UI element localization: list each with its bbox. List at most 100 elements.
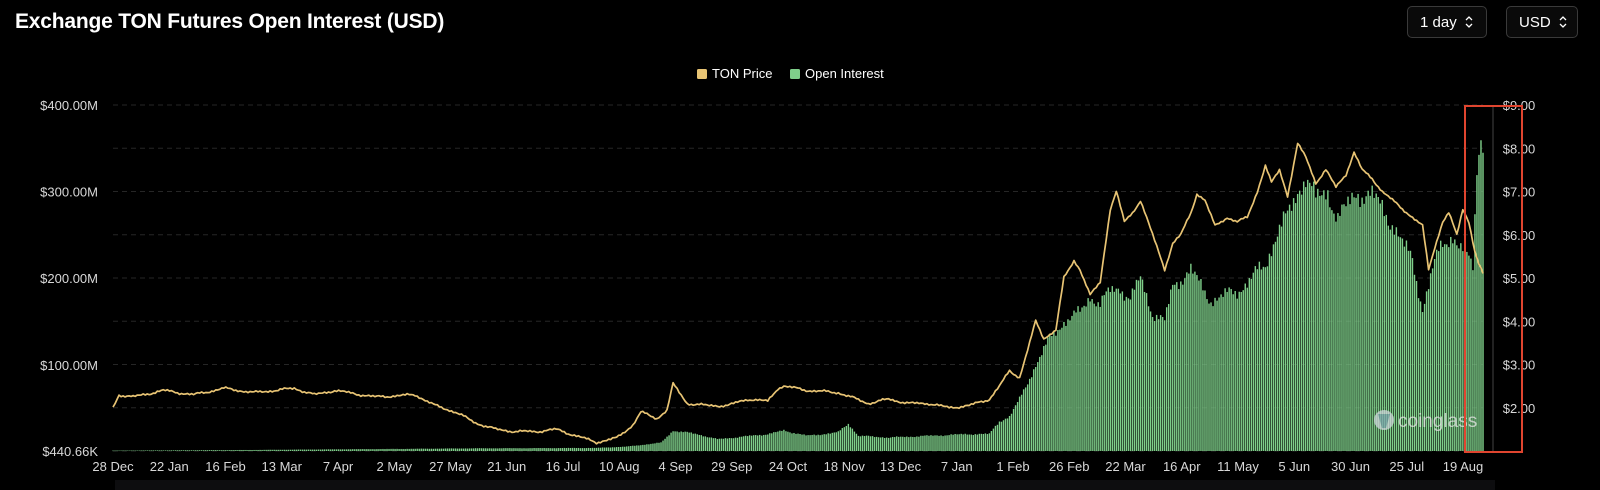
right-axis-tick-label: $6.00 bbox=[1503, 228, 1536, 243]
open-interest-bar bbox=[724, 438, 727, 451]
open-interest-bar bbox=[750, 435, 753, 451]
open-interest-bar bbox=[642, 444, 644, 451]
open-interest-bar bbox=[1282, 211, 1285, 451]
open-interest-bar bbox=[662, 440, 664, 451]
open-interest-bar bbox=[853, 431, 856, 451]
open-interest-bar bbox=[1474, 214, 1476, 451]
left-axis-tick-label: $100.00M bbox=[40, 358, 98, 373]
open-interest-bar bbox=[215, 450, 217, 451]
open-interest-bar bbox=[1284, 213, 1287, 451]
open-interest-bar bbox=[1335, 221, 1337, 451]
open-interest-bar bbox=[690, 432, 692, 451]
x-axis-tick-label: 7 Apr bbox=[323, 459, 354, 474]
open-interest-bar bbox=[906, 436, 908, 451]
open-interest-bar bbox=[1143, 291, 1146, 451]
open-interest-bar bbox=[287, 449, 289, 451]
right-axis-tick-label: $4.00 bbox=[1503, 314, 1536, 329]
open-interest-bar bbox=[297, 449, 300, 451]
open-interest-bar bbox=[1262, 266, 1265, 451]
open-interest-bar bbox=[480, 448, 483, 451]
open-interest-bar bbox=[630, 446, 632, 451]
open-interest-bar bbox=[869, 436, 872, 451]
currency-select[interactable]: USD bbox=[1506, 6, 1578, 38]
open-interest-bar bbox=[652, 443, 654, 451]
open-interest-bar bbox=[1385, 214, 1387, 451]
open-interest-bar bbox=[382, 448, 384, 451]
open-interest-bar bbox=[1387, 225, 1390, 451]
open-interest-bar bbox=[567, 447, 570, 451]
open-interest-bar bbox=[1131, 288, 1134, 451]
open-interest-bar bbox=[1002, 420, 1005, 451]
open-interest-bar bbox=[1184, 278, 1186, 451]
x-axis-tick-label: 29 Sep bbox=[711, 459, 752, 474]
open-interest-bar bbox=[668, 435, 670, 451]
open-interest-bar bbox=[926, 435, 928, 451]
range-scrollbar[interactable] bbox=[115, 480, 1495, 490]
open-interest-bar bbox=[1188, 273, 1190, 451]
open-interest-bar bbox=[190, 450, 193, 451]
open-interest-bar bbox=[428, 448, 431, 451]
open-interest-bar bbox=[765, 434, 767, 451]
open-interest-bar bbox=[940, 435, 942, 451]
open-interest-bar bbox=[571, 447, 574, 451]
open-interest-bar bbox=[801, 434, 803, 451]
open-interest-bar bbox=[1133, 289, 1136, 451]
open-interest-bar bbox=[613, 447, 616, 451]
open-interest-bar bbox=[783, 429, 785, 451]
open-interest-bar bbox=[460, 448, 463, 451]
open-interest-bar bbox=[1051, 336, 1053, 451]
open-interest-bar bbox=[887, 437, 890, 451]
open-interest-bar bbox=[636, 445, 638, 451]
period-select[interactable]: 1 day bbox=[1407, 6, 1487, 38]
open-interest-bar bbox=[426, 448, 428, 451]
open-interest-bar bbox=[1161, 317, 1164, 451]
open-interest-bar bbox=[466, 448, 469, 451]
open-interest-bar bbox=[634, 445, 636, 451]
open-interest-bar bbox=[235, 450, 237, 451]
open-interest-bar bbox=[1377, 197, 1379, 451]
open-interest-bar bbox=[589, 448, 592, 451]
open-interest-bar bbox=[771, 433, 773, 451]
open-interest-bar bbox=[339, 449, 342, 451]
open-interest-bar bbox=[1397, 236, 1400, 451]
open-interest-bar bbox=[922, 435, 924, 451]
open-interest-bar bbox=[1192, 273, 1194, 451]
open-interest-bar bbox=[483, 448, 485, 451]
open-interest-bar bbox=[1226, 291, 1228, 451]
x-axis-tick-label: 18 Nov bbox=[824, 459, 866, 474]
right-axis-tick-label: $3.00 bbox=[1503, 358, 1536, 373]
open-interest-bar bbox=[231, 450, 233, 451]
open-interest-bar bbox=[1458, 248, 1460, 451]
open-interest-bar bbox=[213, 450, 215, 451]
open-interest-bar bbox=[1107, 287, 1109, 451]
open-interest-bar bbox=[678, 432, 680, 451]
ton-price-line bbox=[112, 142, 1484, 445]
open-interest-bar bbox=[575, 448, 578, 451]
open-interest-bar bbox=[317, 449, 320, 451]
open-interest-bar bbox=[1409, 250, 1412, 451]
open-interest-bar bbox=[1165, 307, 1168, 451]
open-interest-bar bbox=[120, 450, 122, 452]
open-interest-bar bbox=[1218, 297, 1220, 451]
open-interest-bar bbox=[1119, 293, 1122, 451]
open-interest-bar bbox=[984, 433, 987, 451]
x-axis-tick-label: 27 May bbox=[429, 459, 472, 474]
open-interest-bar bbox=[1174, 284, 1176, 451]
open-interest-bar bbox=[1268, 253, 1271, 451]
open-interest-bar bbox=[883, 437, 886, 451]
open-interest-bar bbox=[1407, 250, 1410, 451]
open-interest-bar bbox=[932, 435, 934, 451]
legend-swatch bbox=[790, 69, 800, 79]
open-interest-bar bbox=[1417, 298, 1420, 451]
open-interest-bar bbox=[1149, 311, 1152, 451]
open-interest-bar bbox=[775, 432, 777, 451]
open-interest-bar bbox=[738, 436, 741, 451]
open-interest-bar bbox=[656, 442, 658, 451]
open-interest-bar bbox=[1315, 197, 1317, 451]
open-interest-bar bbox=[877, 437, 880, 451]
open-interest-bar bbox=[835, 432, 837, 451]
open-interest-bar bbox=[136, 450, 138, 452]
open-interest-bar bbox=[583, 448, 586, 451]
open-interest-bar bbox=[352, 449, 354, 451]
open-interest-bar bbox=[535, 448, 537, 451]
